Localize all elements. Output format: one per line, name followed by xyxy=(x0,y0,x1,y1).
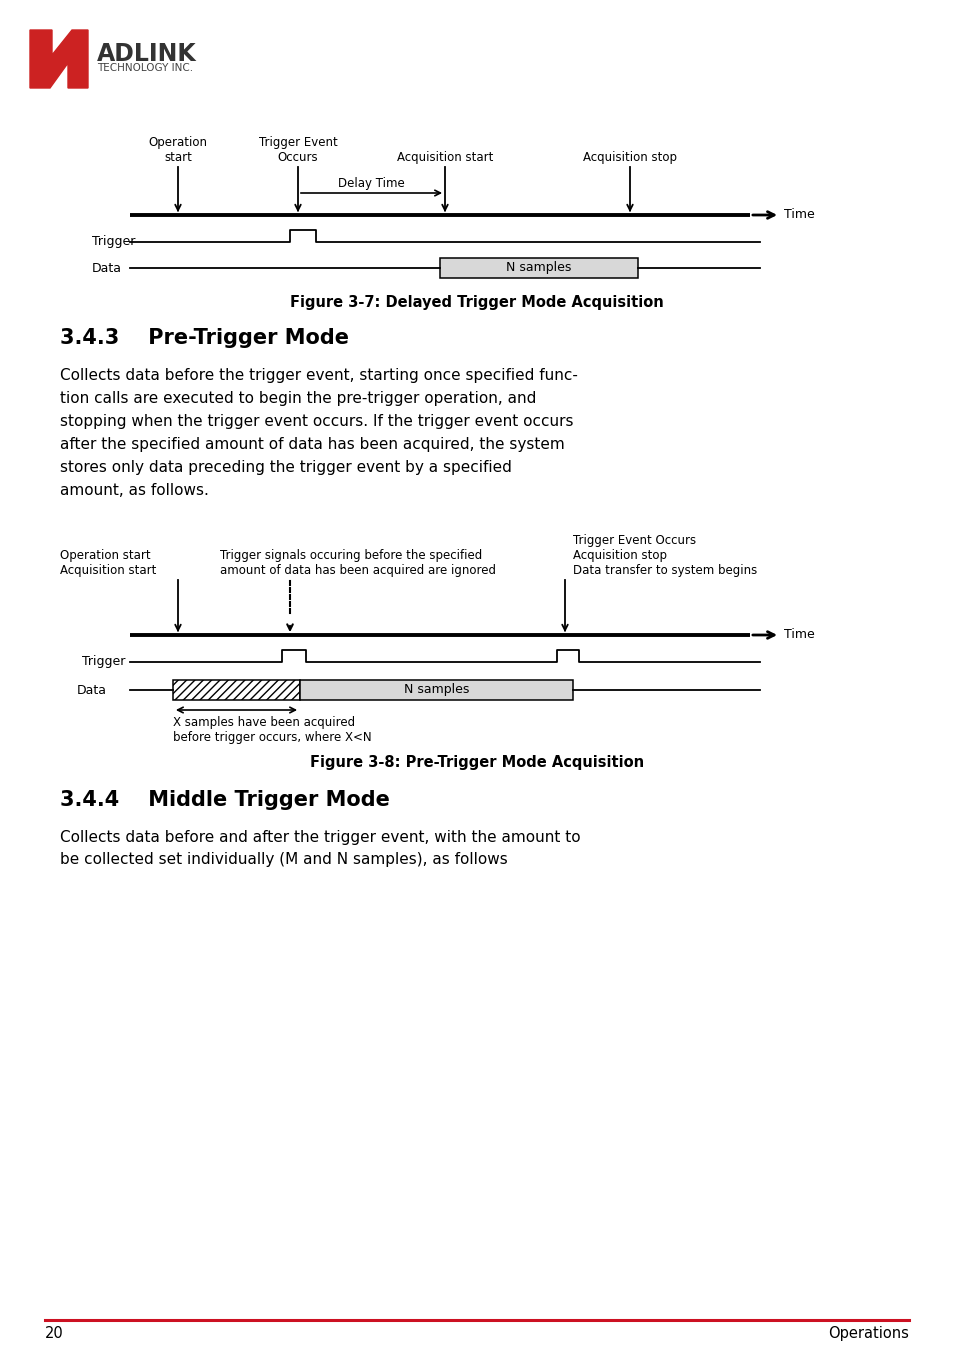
Text: Operation start
Acquisition start: Operation start Acquisition start xyxy=(60,548,156,577)
Bar xyxy=(299,680,573,700)
Text: after the specified amount of data has been acquired, the system: after the specified amount of data has b… xyxy=(60,437,564,452)
Text: Trigger Event Occurs
Acquisition stop
Data transfer to system begins: Trigger Event Occurs Acquisition stop Da… xyxy=(573,533,757,577)
Text: Trigger: Trigger xyxy=(82,655,125,669)
Text: 3.4.4    Middle Trigger Mode: 3.4.4 Middle Trigger Mode xyxy=(60,789,390,810)
Text: stores only data preceding the trigger event by a specified: stores only data preceding the trigger e… xyxy=(60,460,512,475)
Text: tion calls are executed to begin the pre-trigger operation, and: tion calls are executed to begin the pre… xyxy=(60,391,536,406)
Text: Time: Time xyxy=(783,209,814,222)
Text: Collects data before the trigger event, starting once specified func-: Collects data before the trigger event, … xyxy=(60,368,578,383)
Text: Data: Data xyxy=(91,261,122,275)
Text: Trigger signals occuring before the specified
amount of data has been acquired a: Trigger signals occuring before the spec… xyxy=(220,548,496,577)
Text: Operation
start: Operation start xyxy=(149,135,208,164)
Text: Operations: Operations xyxy=(827,1326,908,1340)
Text: 20: 20 xyxy=(45,1326,64,1340)
Text: Trigger Event
Occurs: Trigger Event Occurs xyxy=(258,135,337,164)
Text: Acquisition start: Acquisition start xyxy=(396,152,493,164)
Text: stopping when the trigger event occurs. If the trigger event occurs: stopping when the trigger event occurs. … xyxy=(60,414,573,429)
Text: Acquisition stop: Acquisition stop xyxy=(582,152,677,164)
Text: 3.4.3    Pre-Trigger Mode: 3.4.3 Pre-Trigger Mode xyxy=(60,328,349,348)
Text: Figure 3-8: Pre-Trigger Mode Acquisition: Figure 3-8: Pre-Trigger Mode Acquisition xyxy=(310,756,643,770)
Text: N samples: N samples xyxy=(506,261,571,275)
Bar xyxy=(172,680,299,700)
Bar xyxy=(439,259,638,278)
Text: Data: Data xyxy=(77,684,107,696)
Text: ADLINK: ADLINK xyxy=(97,42,196,66)
Text: Delay Time: Delay Time xyxy=(337,177,404,190)
Text: Trigger: Trigger xyxy=(91,236,135,249)
Polygon shape xyxy=(30,30,88,88)
Text: N samples: N samples xyxy=(403,684,469,696)
Text: Collects data before and after the trigger event, with the amount to
be collecte: Collects data before and after the trigg… xyxy=(60,830,580,867)
Text: X samples have been acquired
before trigger occurs, where X<N: X samples have been acquired before trig… xyxy=(172,716,372,743)
Text: TECHNOLOGY INC.: TECHNOLOGY INC. xyxy=(97,64,193,73)
Text: Figure 3-7: Delayed Trigger Mode Acquisition: Figure 3-7: Delayed Trigger Mode Acquisi… xyxy=(290,295,663,310)
Text: amount, as follows.: amount, as follows. xyxy=(60,483,209,498)
Text: Time: Time xyxy=(783,628,814,642)
